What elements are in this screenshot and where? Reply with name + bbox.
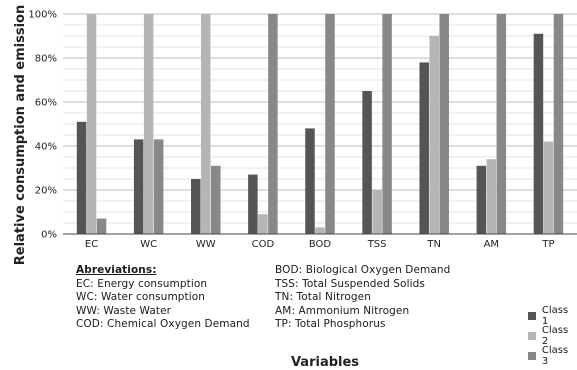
bar-class-3-tp — [553, 14, 564, 234]
abbreviations-title: Abreviations: — [76, 264, 157, 276]
x-tick-label: TSS — [367, 239, 387, 250]
y-tick-label: 100% — [28, 10, 57, 21]
y-tick-label: 0% — [41, 230, 57, 241]
x-tick-label: EC — [85, 239, 98, 250]
bar-class-2-tp — [543, 141, 554, 234]
bar-class-2-cod — [258, 214, 268, 234]
abbreviation-item: TP: Total Phosphorus — [275, 318, 386, 331]
x-tick-label: WW — [196, 239, 216, 250]
x-tick-label: TP — [541, 239, 554, 250]
bar-class-2-ec — [86, 14, 97, 234]
legend-swatch — [528, 311, 536, 320]
bar-class-2-ww — [201, 14, 211, 234]
bar-class-2-bod — [315, 227, 325, 234]
x-tick-label: COD — [252, 239, 275, 250]
abbreviations-right: BOD: Biological Oxygen Demand TSS: Total… — [275, 264, 450, 332]
y-tick-label: 40% — [35, 142, 57, 153]
bar-class-1-cod — [248, 174, 258, 234]
bar-class-1-bod — [305, 128, 315, 234]
bar-class-1-tss — [362, 91, 372, 234]
bar-class-1-am — [476, 165, 487, 234]
legend-item-class-1: Class 1 — [528, 305, 577, 327]
x-axis-ticks: EC WC WW COD BOD TSS TN AM TP — [85, 239, 555, 250]
y-tick-label: 60% — [35, 98, 57, 109]
bar-class-1-tn — [419, 62, 429, 235]
abbreviation-item: COD: Chemical Oxygen Demand — [76, 318, 250, 331]
bars — [76, 14, 564, 235]
bar-class-3-ww — [211, 165, 221, 234]
abbreviation-item: TN: Total Nitrogen — [275, 291, 371, 304]
abbreviation-item: BOD: Biological Oxygen Demand — [275, 264, 451, 276]
abbreviations-left: Abreviations: EC: Energy consumption WC:… — [76, 264, 250, 332]
legend-swatch — [528, 351, 536, 360]
x-axis-label: Variables — [291, 355, 359, 370]
bar-class-2-wc — [143, 14, 154, 234]
abbreviation-item: AM: Ammonium Nitrogen — [275, 304, 410, 317]
x-tick-label: WC — [140, 239, 157, 250]
x-tick-label: BOD — [309, 239, 332, 250]
bar-class-1-ww — [191, 179, 201, 234]
y-axis-label: Relative consumption and emission — [13, 5, 28, 265]
abbreviation-item: EC: Energy consumption — [76, 277, 208, 290]
y-tick-label: 20% — [35, 186, 57, 197]
bar-class-3-ec — [96, 218, 107, 234]
legend-item-class-3: Class 3 — [528, 345, 577, 367]
bar-class-3-tn — [439, 14, 449, 234]
legend-label: Class 2 — [541, 324, 569, 347]
bar-class-2-tn — [429, 36, 439, 234]
abbreviation-item: TSS: Total Suspended Solids — [275, 277, 425, 290]
bar-class-3-tss — [382, 14, 392, 234]
legend: Class 1 Class 2 Class 3 — [528, 305, 577, 369]
bar-class-3-cod — [268, 14, 278, 234]
bar-class-3-wc — [153, 139, 164, 234]
bar-class-3-am — [496, 14, 507, 234]
legend-item-class-2: Class 2 — [528, 325, 577, 347]
x-tick-label: AM — [484, 239, 499, 250]
x-tick-label: TN — [426, 239, 441, 250]
legend-label: Class 3 — [541, 344, 569, 367]
bar-class-1-wc — [133, 139, 144, 234]
legend-swatch — [528, 331, 536, 340]
legend-label: Class 1 — [541, 304, 569, 327]
y-tick-label: 80% — [35, 54, 57, 65]
bar-class-2-am — [486, 159, 497, 234]
y-axis-ticks: 0% 20% 40% 60% 80% 100% — [28, 10, 57, 241]
bar-class-2-tss — [372, 190, 382, 234]
bar-class-3-bod — [325, 14, 335, 234]
bar-class-1-ec — [76, 121, 87, 234]
abbreviation-item: WW: Waste Water — [76, 304, 172, 317]
bar-class-1-tp — [533, 33, 544, 234]
abbreviation-item: WC: Water consumption — [76, 291, 206, 304]
